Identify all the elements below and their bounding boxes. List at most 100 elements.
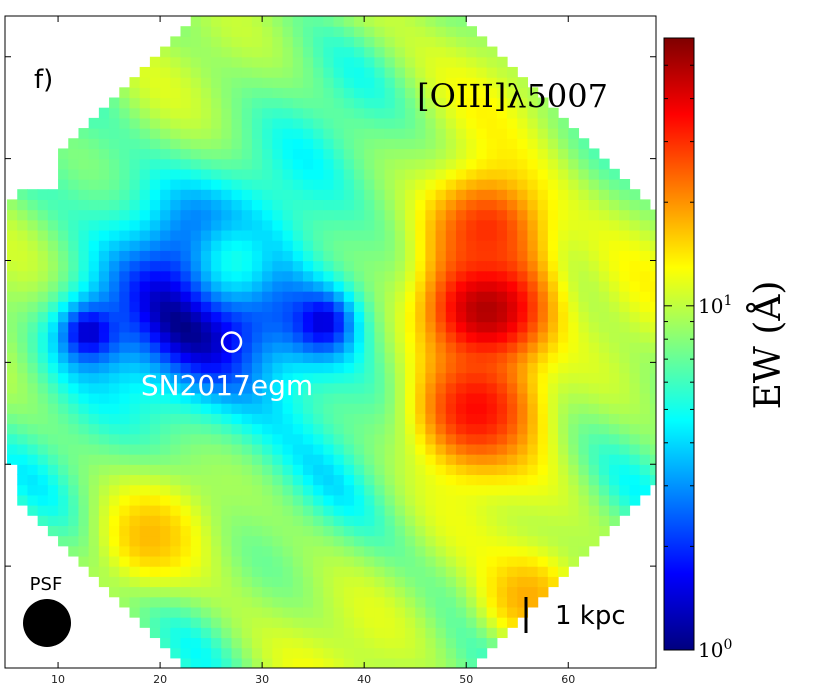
heatmap-cell <box>129 586 141 598</box>
heatmap-cell <box>598 280 610 292</box>
heatmap-cell <box>333 433 345 445</box>
heatmap-cell <box>364 26 375 37</box>
heatmap-cell <box>262 199 273 211</box>
heatmap-cell <box>374 260 386 272</box>
heatmap-cell <box>435 138 447 150</box>
heatmap-cell <box>292 189 304 200</box>
heatmap-cell <box>313 566 324 577</box>
heatmap-cell <box>507 179 518 190</box>
heatmap-cell <box>200 382 212 394</box>
heatmap-cell <box>47 240 59 251</box>
heatmap-cell <box>537 270 549 282</box>
heatmap-cell <box>404 443 416 455</box>
heatmap-cell <box>537 331 549 343</box>
heatmap-cell <box>109 382 120 394</box>
heatmap-cell <box>456 352 467 363</box>
heatmap-cell <box>78 494 90 506</box>
heatmap-cell <box>415 555 426 567</box>
heatmap-cell <box>251 199 263 211</box>
heatmap-cell <box>251 291 263 302</box>
heatmap-cell <box>180 158 192 170</box>
heatmap-cell <box>272 168 284 180</box>
heatmap-cell <box>149 128 161 139</box>
heatmap-cell <box>282 158 294 170</box>
heatmap-cell <box>221 484 233 496</box>
heatmap-cell <box>47 260 59 272</box>
heatmap-cell <box>119 382 131 394</box>
heatmap-cell <box>78 464 90 476</box>
heatmap-cell <box>517 484 529 496</box>
heatmap-cell <box>47 229 59 241</box>
heatmap-cell <box>109 403 120 414</box>
heatmap-cell <box>374 138 386 150</box>
heatmap-cell <box>170 637 182 649</box>
heatmap-cell <box>272 77 284 88</box>
heatmap-cell <box>435 117 447 129</box>
heatmap-cell <box>292 219 304 231</box>
heatmap-cell <box>394 535 406 547</box>
heatmap-cell <box>282 535 294 547</box>
heatmap-cell <box>415 372 426 384</box>
heatmap-cell <box>496 128 508 139</box>
heatmap-cell <box>149 97 161 109</box>
heatmap-cell <box>415 342 426 353</box>
heatmap-cell <box>435 535 447 547</box>
heatmap-cell <box>364 403 375 414</box>
heatmap-cell <box>415 525 426 537</box>
heatmap-cell <box>364 392 375 404</box>
heatmap-cell <box>384 36 396 48</box>
heatmap-cell <box>7 270 18 282</box>
heatmap-cell <box>200 342 212 353</box>
heatmap-cell <box>7 454 18 465</box>
heatmap-cell <box>364 647 375 659</box>
heatmap-cell <box>129 219 141 231</box>
heatmap-cell <box>149 229 161 241</box>
heatmap-cell <box>568 321 580 333</box>
heatmap-cell <box>231 443 243 455</box>
heatmap-cell <box>333 494 345 506</box>
heatmap-cell <box>241 209 253 221</box>
heatmap-cell <box>374 128 386 139</box>
heatmap-cell <box>588 352 600 363</box>
heatmap-cell <box>241 657 253 668</box>
heatmap-cell <box>486 464 498 476</box>
heatmap-cell <box>353 484 365 496</box>
heatmap-cell <box>486 555 498 567</box>
heatmap-cell <box>262 352 273 363</box>
heatmap-cell <box>394 158 406 170</box>
heatmap-cell <box>568 179 580 190</box>
heatmap-cell <box>180 97 192 109</box>
heatmap-cell <box>435 56 447 68</box>
heatmap-cell <box>435 525 447 537</box>
heatmap-cell <box>527 596 539 608</box>
heatmap-cell <box>149 250 161 262</box>
heatmap-cell <box>272 189 284 200</box>
heatmap-cell <box>180 87 192 99</box>
heatmap-cell <box>496 606 508 618</box>
heatmap-cell <box>27 433 39 445</box>
heatmap-cell <box>394 311 406 323</box>
heatmap-cell <box>231 260 243 272</box>
heatmap-cell <box>384 637 396 649</box>
colorbar-label: EW (Å) <box>747 281 789 410</box>
heatmap-cell <box>374 474 386 486</box>
heatmap-cell <box>109 250 120 262</box>
heatmap-cell <box>17 321 29 333</box>
heatmap-cell <box>272 606 284 618</box>
heatmap-cell <box>119 311 131 323</box>
heatmap-cell <box>456 46 467 58</box>
heatmap-cell <box>88 392 100 404</box>
heatmap-cell <box>109 413 120 425</box>
heatmap-cell <box>37 474 49 486</box>
heatmap-cell <box>558 240 569 251</box>
heatmap-cell <box>374 117 386 129</box>
heatmap-cell <box>445 138 457 150</box>
heatmap-cell <box>629 311 641 323</box>
heatmap-cell <box>384 291 396 302</box>
heatmap-cell <box>262 627 273 639</box>
heatmap-cell <box>394 56 406 68</box>
heatmap-cell <box>364 494 375 506</box>
heatmap-cell <box>211 637 222 649</box>
heatmap-cell <box>292 637 304 649</box>
heatmap-cell <box>486 566 498 577</box>
